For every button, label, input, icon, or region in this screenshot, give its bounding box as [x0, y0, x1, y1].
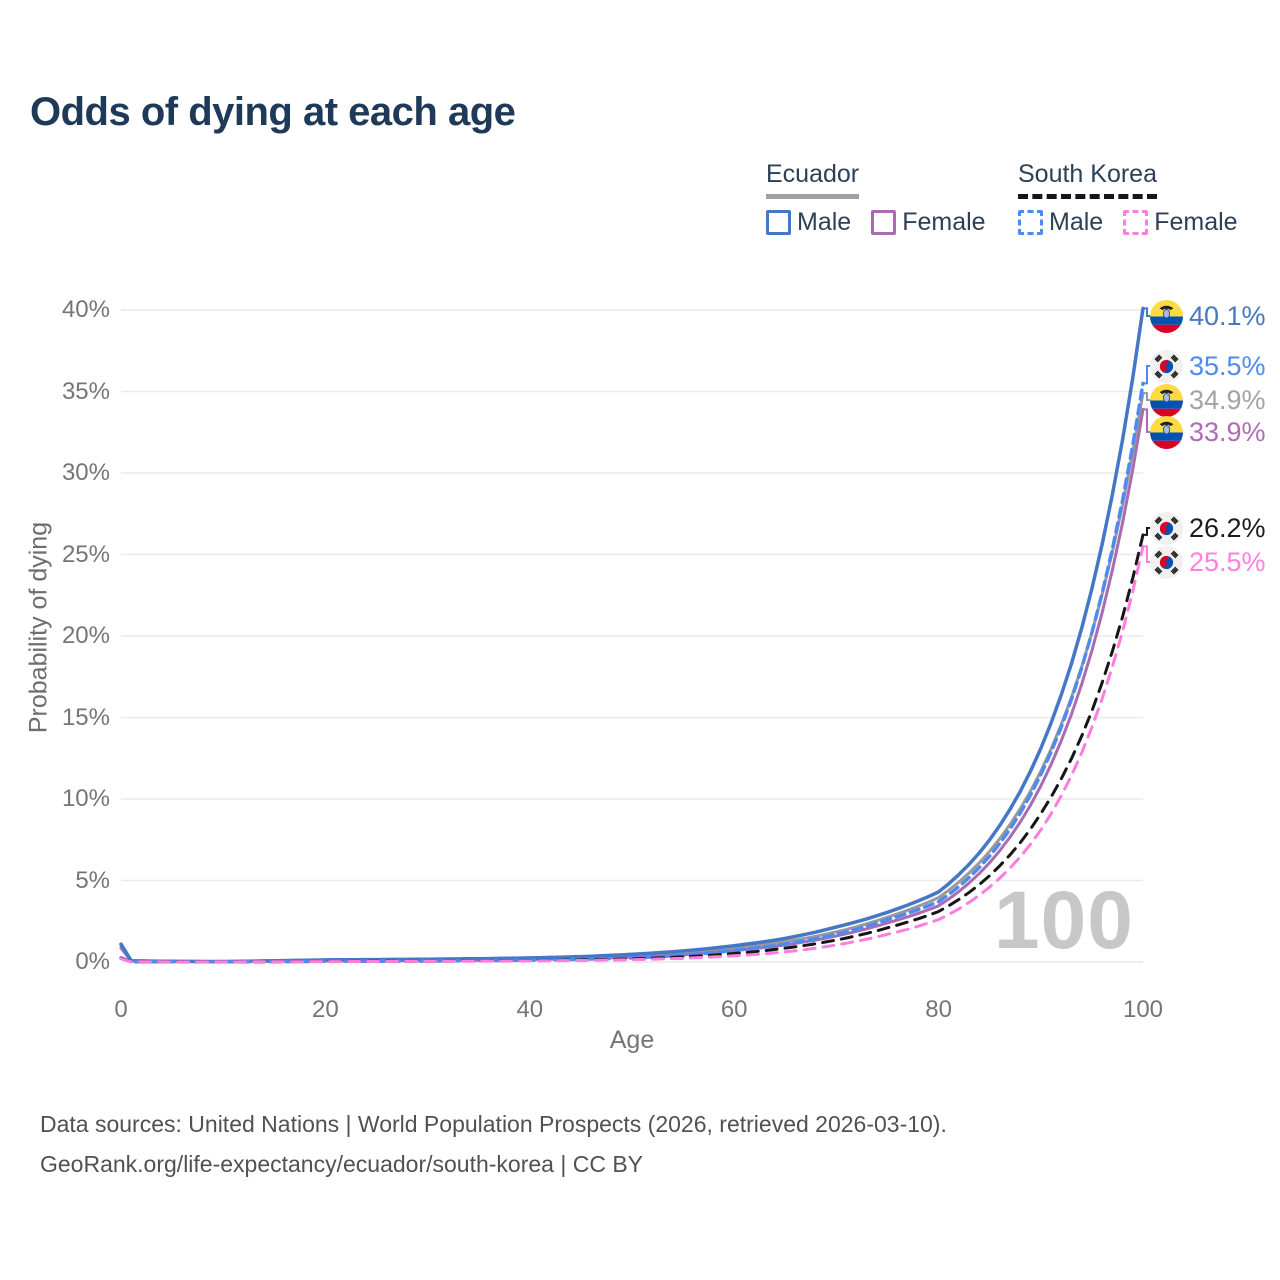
legend-swatch-icon: [766, 210, 791, 235]
x-tick-label-80: 80: [925, 996, 952, 1023]
legend-item-south-korea-female[interactable]: Female: [1123, 208, 1238, 237]
y-tick-label-40: 40%: [61, 296, 110, 323]
legend-item-label: Female: [902, 208, 986, 236]
y-tick-label-25: 25%: [61, 540, 110, 568]
legend-item-south-korea-male[interactable]: Male: [1018, 208, 1103, 237]
end-label-value: 40.1%: [1189, 300, 1266, 331]
legend-item-label: Male: [797, 208, 852, 236]
legend-group-south-korea: South Korea Male Female: [1018, 160, 1238, 237]
legend-item-ecuador-female[interactable]: Female: [871, 208, 986, 237]
end-label-ecuador-both: 34.9%: [1150, 383, 1266, 417]
end-label-south-korea-female: 25.5%: [1150, 545, 1266, 579]
legend-item-ecuador-male[interactable]: Male: [766, 208, 851, 237]
end-label-value: 33.9%: [1189, 416, 1266, 447]
legend-item-label: Female: [1154, 208, 1238, 236]
end-label-value: 26.2%: [1189, 512, 1266, 543]
legend-group-title: South Korea: [1018, 160, 1157, 199]
end-label-value: 35.5%: [1189, 350, 1266, 381]
y-tick-label-15: 15%: [61, 703, 110, 731]
south-korea-flag-icon: [1150, 349, 1183, 383]
legend-swatch-icon: [871, 210, 897, 235]
end-label-ecuador-male: 40.1%: [1150, 299, 1266, 333]
x-tick-label-0: 0: [114, 996, 128, 1023]
y-tick-label-30: 30%: [61, 459, 110, 486]
y-tick-label-35: 35%: [61, 377, 110, 405]
legend-swatch-icon: [1123, 210, 1149, 235]
y-tick-label-20: 20%: [61, 622, 110, 649]
series-line-ecuador-female[interactable]: [119, 407, 1145, 964]
end-label-south-korea-both: 26.2%: [1150, 511, 1266, 545]
age-watermark: 100: [994, 875, 1134, 966]
page-title: Odds of dying at each age: [30, 90, 516, 134]
x-tick-label-40: 40: [516, 996, 544, 1023]
ecuador-flag-icon: [1150, 415, 1183, 449]
end-label-value: 25.5%: [1189, 546, 1266, 577]
footer-sources: Data sources: United Nations | World Pop…: [40, 1104, 947, 1184]
ecuador-flag-icon: [1150, 299, 1183, 333]
south-korea-flag-icon: [1150, 545, 1183, 579]
ecuador-flag-icon: [1150, 383, 1183, 417]
end-label-south-korea-male: 35.5%: [1150, 349, 1266, 383]
series-line-south-korea-female[interactable]: [119, 544, 1145, 964]
y-tick-label-10: 10%: [61, 785, 110, 812]
x-tick-label-20: 20: [312, 996, 339, 1023]
x-tick-label-100: 100: [1122, 996, 1164, 1023]
end-label-ecuador-female: 33.9%: [1150, 415, 1266, 449]
legend-swatch-icon: [1018, 210, 1043, 235]
legend-group-ecuador: Ecuador Male Female: [766, 160, 986, 237]
south-korea-flag-icon: [1150, 511, 1183, 545]
legend-item-label: Male: [1049, 208, 1104, 236]
footer-line-2: GeoRank.org/life-expectancy/ecuador/sout…: [40, 1151, 643, 1177]
x-axis-title: Age: [609, 1026, 655, 1054]
legend-group-title: Ecuador: [766, 160, 860, 199]
footer-line-1: Data sources: United Nations | World Pop…: [40, 1111, 947, 1137]
y-tick-label-0: 0%: [75, 948, 110, 975]
series-line-south-korea-both[interactable]: [119, 533, 1145, 964]
x-tick-label-60: 60: [720, 996, 748, 1023]
y-tick-label-5: 5%: [75, 866, 110, 894]
end-label-value: 34.9%: [1189, 384, 1266, 415]
